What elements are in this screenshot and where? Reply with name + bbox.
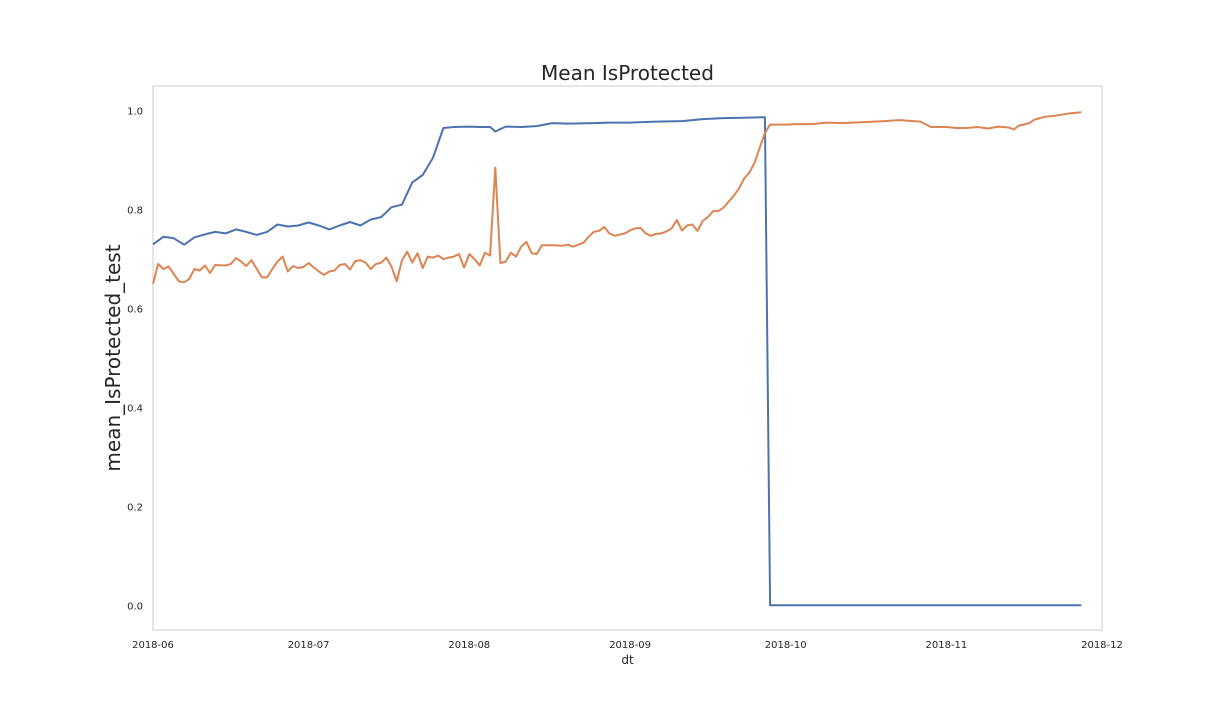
series-line-2 — [152, 111, 1082, 285]
x-axis-label: dt — [621, 653, 634, 667]
x-tick-label: 2018-11 — [926, 640, 968, 651]
y-tick-label: 0.4 — [127, 404, 143, 415]
y-tick-label: 1.0 — [127, 107, 143, 118]
x-tick-label: 2018-09 — [609, 640, 651, 651]
series-line-1 — [152, 116, 1082, 607]
y-tick-label: 0.2 — [127, 502, 143, 513]
y-axis-ticks: 0.0 0.2 0.4 0.6 0.8 1.0 — [127, 107, 143, 613]
plot-area-frame — [152, 85, 1103, 631]
y-axis-label: mean_IsProtected_test — [101, 244, 125, 471]
x-axis-ticks: 2018-06 2018-07 2018-08 2018-09 2018-10 2018-… — [132, 640, 1123, 651]
y-tick-label: 0.6 — [127, 305, 143, 316]
x-tick-label: 2018-06 — [132, 640, 174, 651]
x-tick-label: 2018-08 — [448, 640, 490, 651]
series-layer — [152, 111, 1082, 607]
x-tick-label: 2018-07 — [288, 640, 330, 651]
x-tick-label: 2018-10 — [765, 640, 807, 651]
x-tick-label: 2018-12 — [1081, 640, 1123, 651]
y-tick-label: 0.8 — [127, 206, 143, 217]
chart-title: Mean IsProtected — [541, 61, 714, 85]
y-tick-label: 0.0 — [127, 601, 143, 612]
